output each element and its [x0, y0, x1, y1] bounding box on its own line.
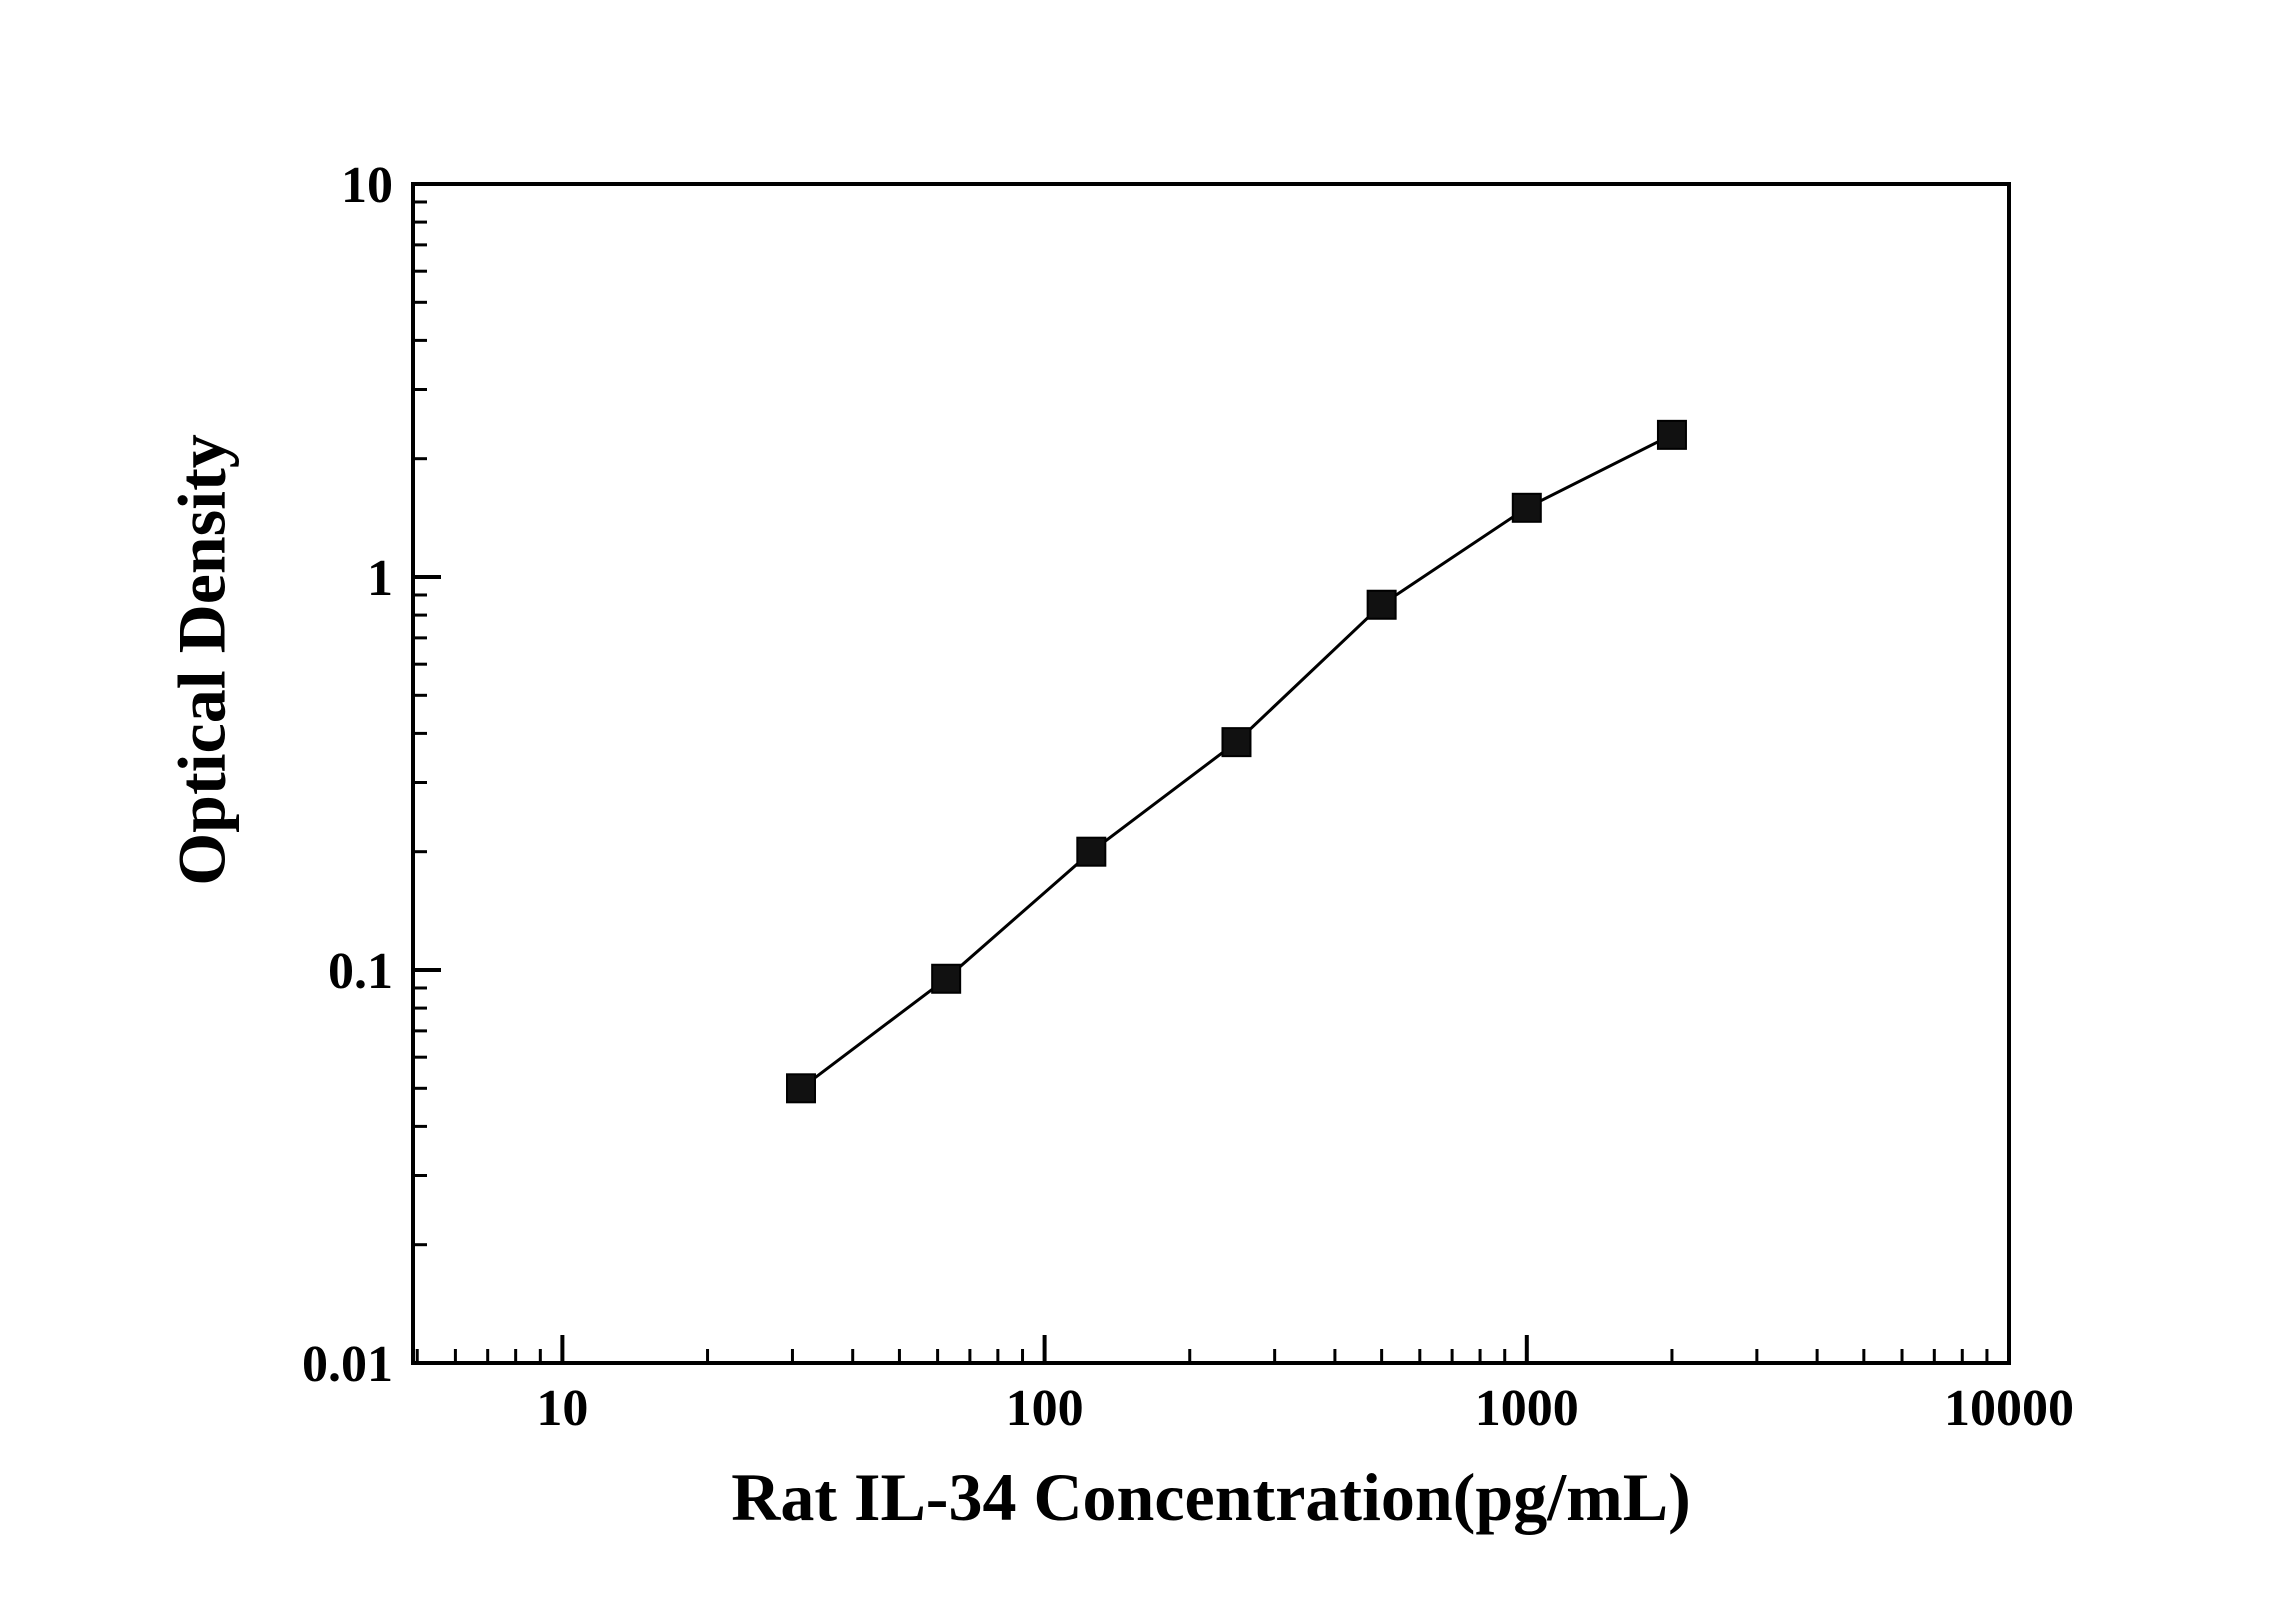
y-axis-title: Optical Density	[163, 434, 240, 886]
data-point	[1076, 836, 1107, 867]
x-tick-label: 1000	[1475, 1380, 1579, 1437]
y-tick-label: 1	[367, 550, 393, 607]
x-axis-title: Rat IL-34 Concentration(pg/mL)	[731, 1459, 1691, 1535]
y-tick-label: 10	[341, 157, 393, 214]
data-point	[1511, 492, 1542, 523]
data-point	[1656, 419, 1687, 450]
data-point	[1366, 589, 1397, 620]
data-point	[931, 963, 962, 994]
y-tick-label: 0.1	[328, 943, 393, 1000]
x-tick-label: 100	[1006, 1380, 1084, 1437]
plot-frame	[411, 182, 2011, 1365]
data-point	[1221, 727, 1252, 758]
x-tick-label: 10	[536, 1380, 588, 1437]
x-tick-label: 10000	[1944, 1380, 2074, 1437]
data-point	[786, 1073, 817, 1104]
y-tick-label: 0.01	[302, 1336, 393, 1393]
